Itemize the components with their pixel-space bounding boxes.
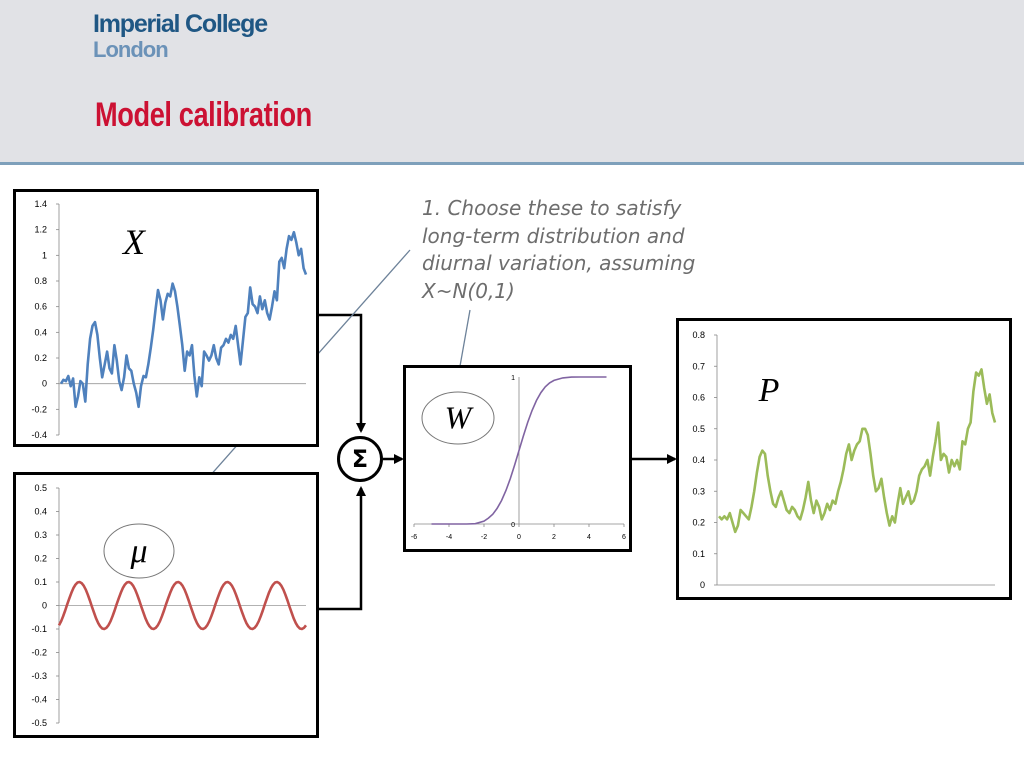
x-y-tick-label: 0.2 [34, 353, 47, 363]
mu-variable-label: μ [129, 533, 147, 570]
p-chart: 0.8 0.7 0.6 0.5 0.4 0.3 0.2 0.1 0 P [692, 330, 997, 590]
x-y-tick-label: 0.8 [34, 276, 47, 286]
p-y-tick-label: 0.5 [692, 424, 705, 434]
w-variable-label: W [445, 400, 475, 436]
mu-y-tick-label: -0.2 [31, 648, 47, 658]
annotation-line-2: long-term distribution and [422, 223, 685, 248]
x-y-tick-label: -0.2 [31, 404, 47, 414]
mu-y-tick-label: -0.3 [31, 671, 47, 681]
mu-chart-box: 0.5 0.4 0.3 0.2 0.1 0 -0.1 -0.2 -0.3 -0.4 -0.5 μ [13, 472, 319, 738]
x-y-tick-label: 1 [42, 250, 47, 260]
logo-line-2: London [93, 37, 169, 62]
mu-y-tick-label: 0.2 [34, 554, 47, 564]
x-y-tick-label: 0.6 [34, 302, 47, 312]
x-y-tick-label: 1.4 [34, 199, 47, 209]
mu-y-tick-label: 0 [42, 601, 47, 611]
annotation-line-1: 1. Choose these to satisfy [422, 196, 682, 220]
mu-to-sum-line [316, 486, 366, 611]
p-y-tick-label: 0 [700, 580, 705, 590]
mu-variable-label-ellipse [103, 523, 175, 579]
w-series-line [431, 376, 607, 525]
x-y-tick-label: -0.4 [31, 430, 47, 440]
w-x-tick-label: 6 [622, 534, 626, 541]
p-y-tick-label: 0.1 [692, 549, 705, 559]
w-x-tick-label: -4 [446, 534, 452, 541]
x-y-tick-label: 1.2 [34, 225, 47, 235]
slide-header: Imperial College London Model calibratio… [0, 0, 1024, 165]
p-chart-box: 0.8 0.7 0.6 0.5 0.4 0.3 0.2 0.1 0 P [676, 318, 1012, 600]
mu-y-tick-label: 0.3 [34, 530, 47, 540]
logo-line-1: Imperial College [93, 10, 268, 38]
p-y-tick-label: 0.8 [692, 330, 705, 340]
mu-y-tick-label: 0.1 [34, 577, 47, 587]
w-x-tick-label: -2 [481, 534, 487, 541]
w-y-tick-label: 0 [511, 522, 515, 529]
p-y-tick-label: 0.4 [692, 455, 705, 465]
p-series-line [718, 368, 997, 534]
p-variable-label: P [758, 372, 780, 409]
w-chart-box: -6 -4 -2 0 2 4 6 1 0 W [403, 365, 632, 552]
w-chart: -6 -4 -2 0 2 4 6 1 0 W [411, 375, 626, 541]
x-y-tick-label: 0.4 [34, 327, 47, 337]
annotation-line-3: diurnal variation, assuming [422, 251, 696, 275]
annotation-line-4: X~N(0,1) [422, 278, 515, 303]
calibration-annotation: 1. Choose these to satisfy long-term dis… [422, 195, 752, 305]
mu-y-tick-label: 0.5 [34, 483, 47, 493]
mu-y-tick-label: -0.4 [31, 695, 47, 705]
mu-y-tick-label: -0.5 [31, 718, 47, 728]
sum-node: Σ [337, 436, 383, 482]
w-x-tick-label: 0 [517, 534, 521, 541]
mu-y-tick-label: 0.4 [34, 507, 47, 517]
slide-title: Model calibration [95, 96, 312, 134]
p-y-tick-label: 0.2 [692, 518, 705, 528]
mu-chart: 0.5 0.4 0.3 0.2 0.1 0 -0.1 -0.2 -0.3 -0.4 -0.5 μ [31, 483, 308, 728]
w-x-tick-label: -6 [411, 534, 417, 541]
mu-y-tick-label: -0.1 [31, 624, 47, 634]
x-to-sum-line [316, 313, 366, 433]
w-x-tick-label: 2 [552, 534, 556, 541]
w-x-tick-label: 4 [587, 534, 591, 541]
x-series-line [59, 230, 308, 409]
x-y-tick-label: 0 [42, 379, 47, 389]
x-chart-box: 1.4 1.2 1 0.8 0.6 0.4 0.2 0 -0.2 -0.4 X [13, 189, 319, 447]
w-variable-label-ellipse [421, 391, 495, 445]
x-chart: 1.4 1.2 1 0.8 0.6 0.4 0.2 0 -0.2 -0.4 X [31, 199, 308, 440]
mu-series-line [57, 580, 308, 631]
p-y-tick-label: 0.7 [692, 361, 705, 371]
p-y-tick-label: 0.3 [692, 486, 705, 496]
x-variable-label: X [121, 222, 147, 262]
w-y-tick-label: 1 [511, 375, 515, 382]
p-y-tick-label: 0.6 [692, 393, 705, 403]
